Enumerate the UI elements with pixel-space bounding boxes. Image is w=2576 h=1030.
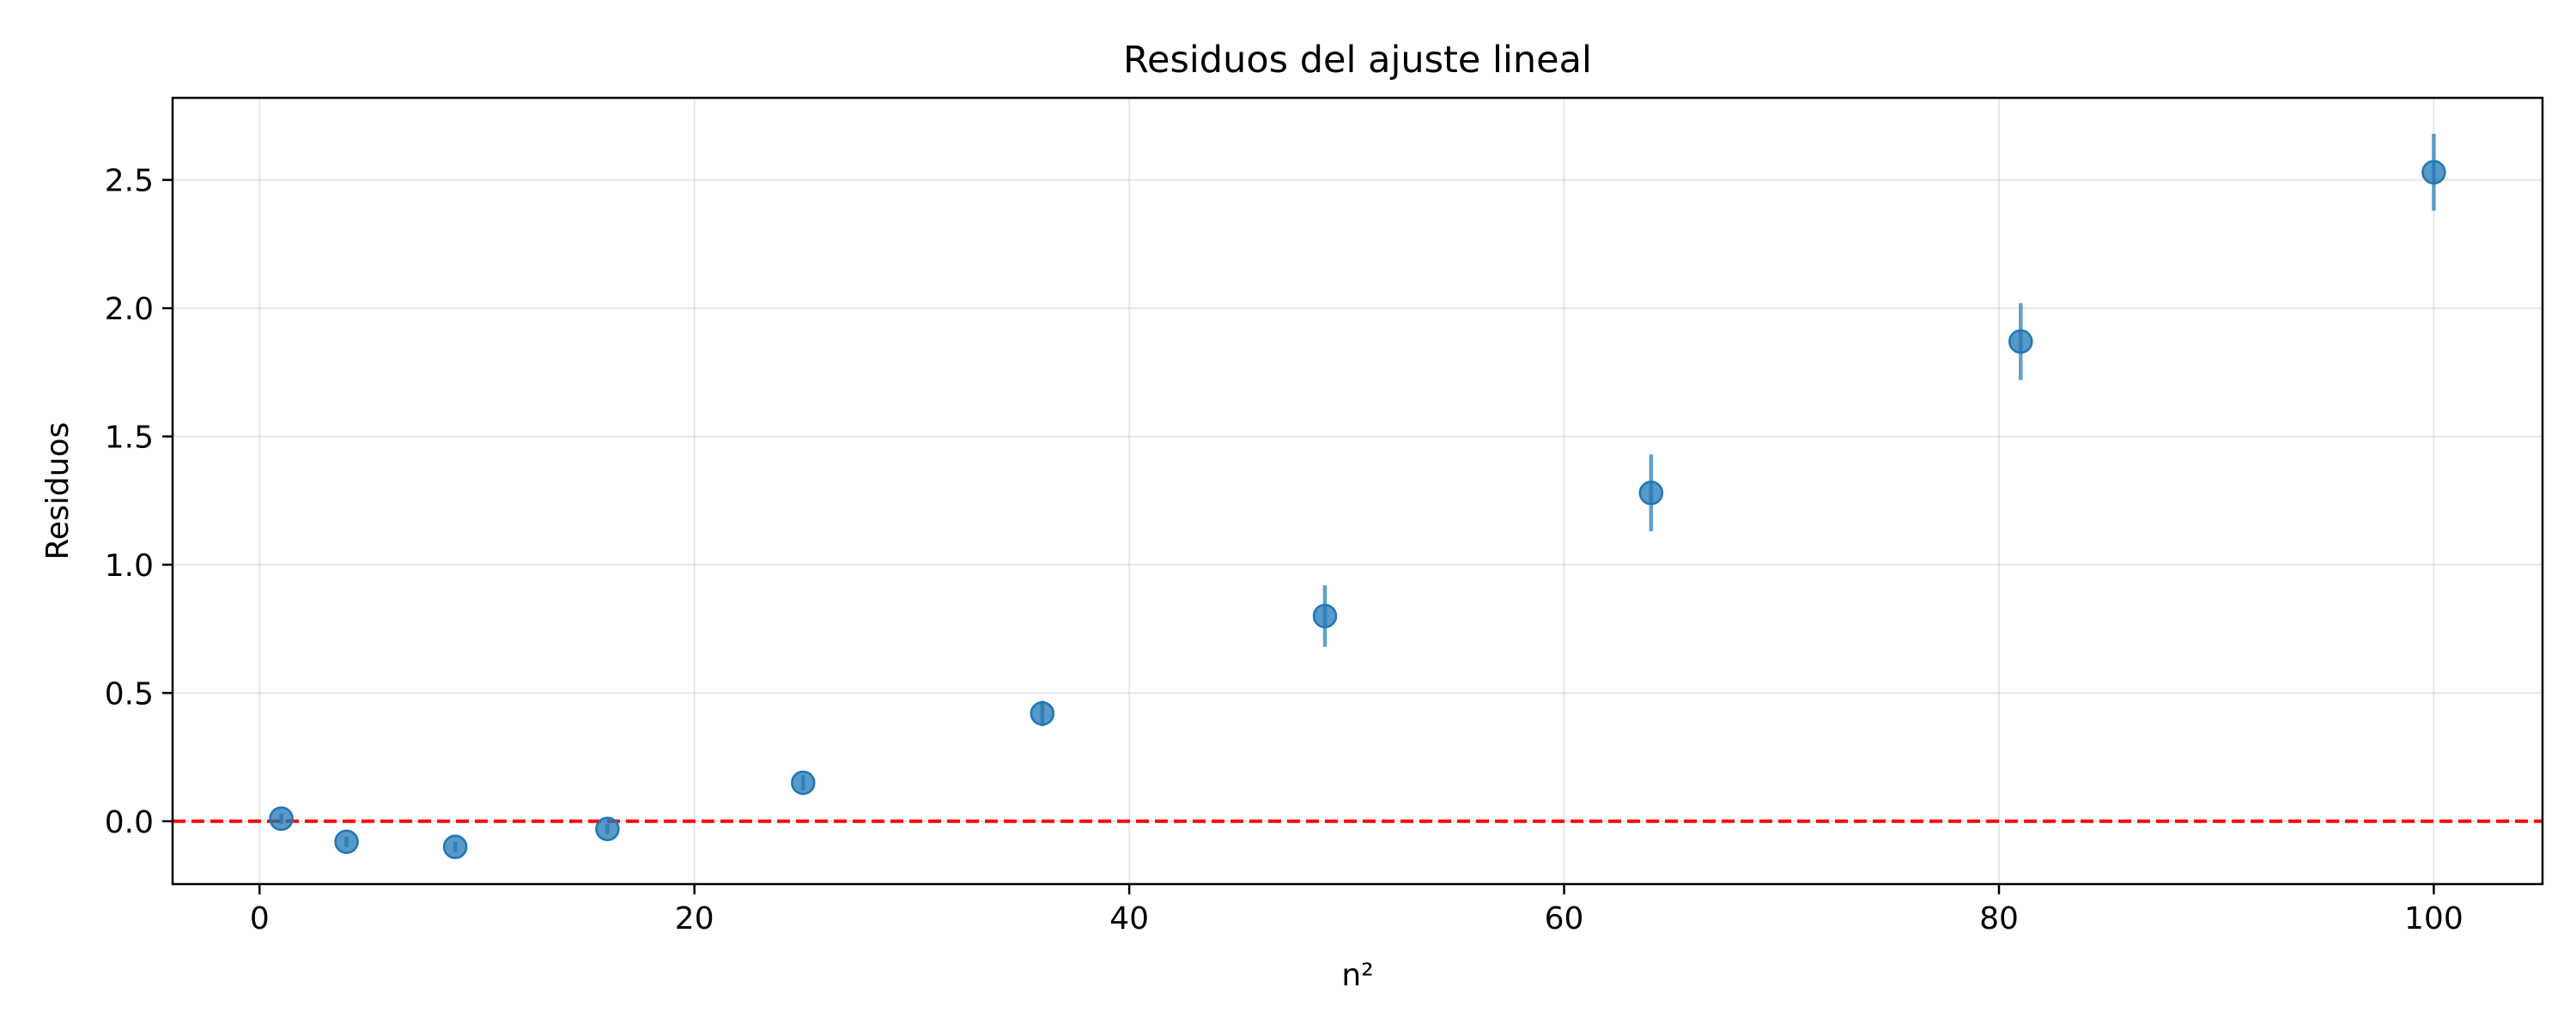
y-tick-label: 2.0 (105, 292, 154, 327)
data-point (334, 829, 359, 854)
x-tick-label: 60 (1545, 901, 1584, 936)
data-point (595, 816, 620, 841)
plot-frame (171, 96, 2544, 886)
x-tick-label: 100 (2404, 901, 2464, 936)
y-tick-label: 0.0 (105, 805, 154, 840)
x-tick-label: 20 (675, 901, 714, 936)
data-point (791, 770, 816, 796)
data-point (269, 806, 294, 832)
x-tick-label: 0 (250, 901, 270, 936)
data-point (1030, 701, 1055, 726)
data-point (1312, 603, 1338, 628)
y-axis-title: Residuos (40, 422, 76, 560)
grid (173, 98, 2543, 884)
y-tick-label: 1.0 (105, 548, 154, 584)
chart-title: Residuos del ajuste lineal (1123, 39, 1592, 82)
data-series (269, 133, 2446, 859)
x-axis-title: n² (1341, 958, 1373, 993)
data-point (1638, 480, 1664, 506)
data-point (442, 834, 468, 859)
y-tick-label: 0.5 (105, 676, 154, 712)
y-tick-label: 1.5 (105, 420, 154, 455)
data-point (2008, 329, 2033, 354)
data-point (2421, 160, 2446, 185)
x-tick-label: 40 (1109, 901, 1149, 936)
ticks: 0 20 40 60 80 100 0.0 0.5 1.0 1.5 2.0 2.5 (105, 164, 2464, 936)
y-tick-label: 2.5 (105, 164, 154, 199)
x-tick-label: 80 (1979, 901, 2019, 936)
